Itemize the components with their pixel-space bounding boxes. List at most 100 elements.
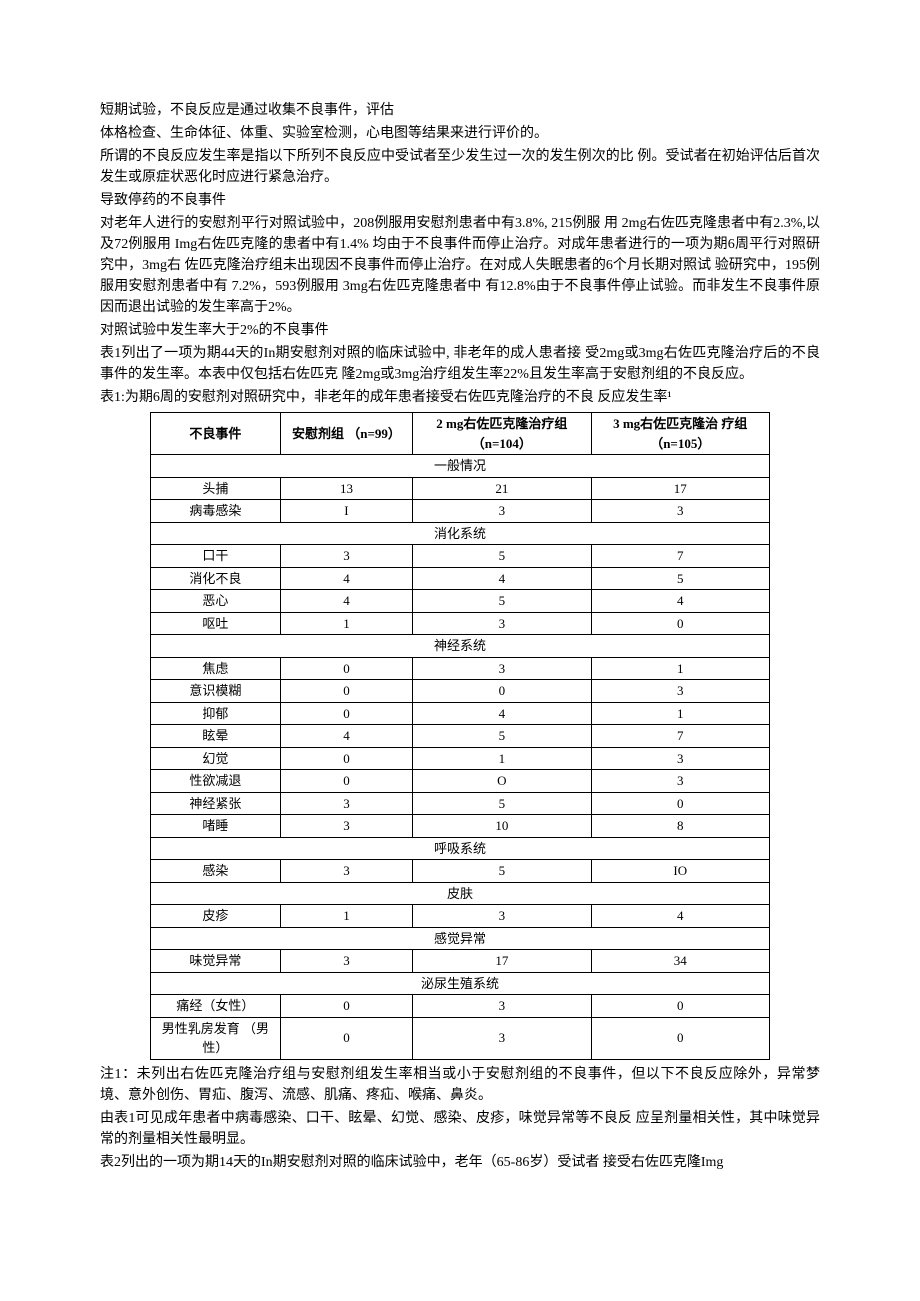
table-row: 味觉异常31734 [151, 950, 770, 973]
cell-d3: 4 [591, 590, 769, 613]
cell-event: 啫睡 [151, 815, 281, 838]
cell-placebo: 3 [280, 860, 412, 883]
table-row: 啫睡3108 [151, 815, 770, 838]
footnote-3: 表2列出的一项为期14天的In期安慰剂对照的临床试验中，老年（65-86岁）受试… [100, 1152, 820, 1173]
table-row: 焦虑031 [151, 657, 770, 680]
table-row: 呕吐130 [151, 612, 770, 635]
cell-d2: 4 [413, 567, 591, 590]
cell-d3: 1 [591, 702, 769, 725]
cell-d3: 8 [591, 815, 769, 838]
cell-d2: 3 [413, 500, 591, 523]
cell-placebo: 13 [280, 477, 412, 500]
cell-d3: 3 [591, 770, 769, 793]
table-row: 神经紧张350 [151, 792, 770, 815]
cell-placebo: I [280, 500, 412, 523]
cell-d2: O [413, 770, 591, 793]
table-row: 消化不良445 [151, 567, 770, 590]
cell-d3: 7 [591, 545, 769, 568]
cell-placebo: 0 [280, 770, 412, 793]
table-row: 皮疹134 [151, 905, 770, 928]
cell-d3: 7 [591, 725, 769, 748]
cell-placebo: 4 [280, 725, 412, 748]
table-row: 抑郁041 [151, 702, 770, 725]
section-header: 呼吸系统 [151, 837, 770, 860]
cell-placebo: 0 [280, 1017, 412, 1059]
table-row: 病毒感染I33 [151, 500, 770, 523]
table-row: 幻觉013 [151, 747, 770, 770]
cell-event: 消化不良 [151, 567, 281, 590]
table-row: 头捕132117 [151, 477, 770, 500]
table-row: 男性乳房发育 （男性）030 [151, 1017, 770, 1059]
cell-placebo: 3 [280, 815, 412, 838]
cell-event: 意识模糊 [151, 680, 281, 703]
table-row: 性欲减退0O3 [151, 770, 770, 793]
cell-d2: 3 [413, 657, 591, 680]
cell-placebo: 1 [280, 612, 412, 635]
cell-event: 感染 [151, 860, 281, 883]
cell-event: 呕吐 [151, 612, 281, 635]
header-3mg: 3 mg右佐匹克隆治 疗组（n=105） [591, 413, 769, 455]
cell-event: 焦虑 [151, 657, 281, 680]
cell-d2: 5 [413, 860, 591, 883]
cell-event: 性欲减退 [151, 770, 281, 793]
cell-d2: 3 [413, 1017, 591, 1059]
cell-d3: 0 [591, 995, 769, 1018]
cell-event: 口干 [151, 545, 281, 568]
adverse-events-table: 不良事件 安慰剂组 （n=99） 2 mg右佐匹克隆治疗组（n=104） 3 m… [150, 412, 770, 1060]
cell-event: 病毒感染 [151, 500, 281, 523]
cell-d2: 4 [413, 702, 591, 725]
cell-event: 男性乳房发育 （男性） [151, 1017, 281, 1059]
cell-placebo: 3 [280, 545, 412, 568]
section-header: 感觉异常 [151, 927, 770, 950]
cell-event: 味觉异常 [151, 950, 281, 973]
cell-d3: 3 [591, 500, 769, 523]
cell-placebo: 0 [280, 657, 412, 680]
cell-d2: 5 [413, 725, 591, 748]
table-row: 意识模糊003 [151, 680, 770, 703]
cell-d2: 3 [413, 905, 591, 928]
cell-d3: 0 [591, 792, 769, 815]
section-header: 泌尿生殖系统 [151, 972, 770, 995]
cell-placebo: 3 [280, 792, 412, 815]
table-row: 痛经（女性）030 [151, 995, 770, 1018]
para-4: 导致停药的不良事件 [100, 190, 820, 211]
cell-d2: 10 [413, 815, 591, 838]
cell-d2: 17 [413, 950, 591, 973]
cell-d2: 5 [413, 590, 591, 613]
cell-d3: 4 [591, 905, 769, 928]
cell-d3: 3 [591, 680, 769, 703]
header-event: 不良事件 [151, 413, 281, 455]
cell-d3: 1 [591, 657, 769, 680]
table-row: 口干357 [151, 545, 770, 568]
cell-d2: 21 [413, 477, 591, 500]
cell-d3: 3 [591, 747, 769, 770]
cell-d2: 5 [413, 792, 591, 815]
cell-d2: 0 [413, 680, 591, 703]
para-5: 对老年人进行的安慰剂平行对照试验中，208例服用安慰剂患者中有3.8%, 215… [100, 213, 820, 318]
table-row: 恶心454 [151, 590, 770, 613]
cell-placebo: 1 [280, 905, 412, 928]
cell-d3: 0 [591, 1017, 769, 1059]
footnote-2: 由表1可见成年患者中病毒感染、口干、眩晕、幻觉、感染、皮疹，味觉异常等不良反 应… [100, 1108, 820, 1150]
cell-d3: 0 [591, 612, 769, 635]
table-row: 眩晕457 [151, 725, 770, 748]
header-placebo: 安慰剂组 （n=99） [280, 413, 412, 455]
cell-event: 抑郁 [151, 702, 281, 725]
cell-event: 幻觉 [151, 747, 281, 770]
cell-placebo: 4 [280, 567, 412, 590]
para-6: 对照试验中发生率大于2%的不良事件 [100, 320, 820, 341]
cell-placebo: 3 [280, 950, 412, 973]
cell-event: 神经紧张 [151, 792, 281, 815]
cell-d3: IO [591, 860, 769, 883]
cell-event: 头捕 [151, 477, 281, 500]
section-header: 皮肤 [151, 882, 770, 905]
cell-placebo: 0 [280, 680, 412, 703]
cell-d2: 3 [413, 612, 591, 635]
cell-placebo: 0 [280, 702, 412, 725]
cell-d2: 3 [413, 995, 591, 1018]
cell-d3: 17 [591, 477, 769, 500]
cell-event: 恶心 [151, 590, 281, 613]
cell-placebo: 4 [280, 590, 412, 613]
footnote-1: 注1：未列出右佐匹克隆治疗组与安慰剂组发生率相当或小于安慰剂组的不良事件，但以下… [100, 1064, 820, 1106]
section-header: 消化系统 [151, 522, 770, 545]
